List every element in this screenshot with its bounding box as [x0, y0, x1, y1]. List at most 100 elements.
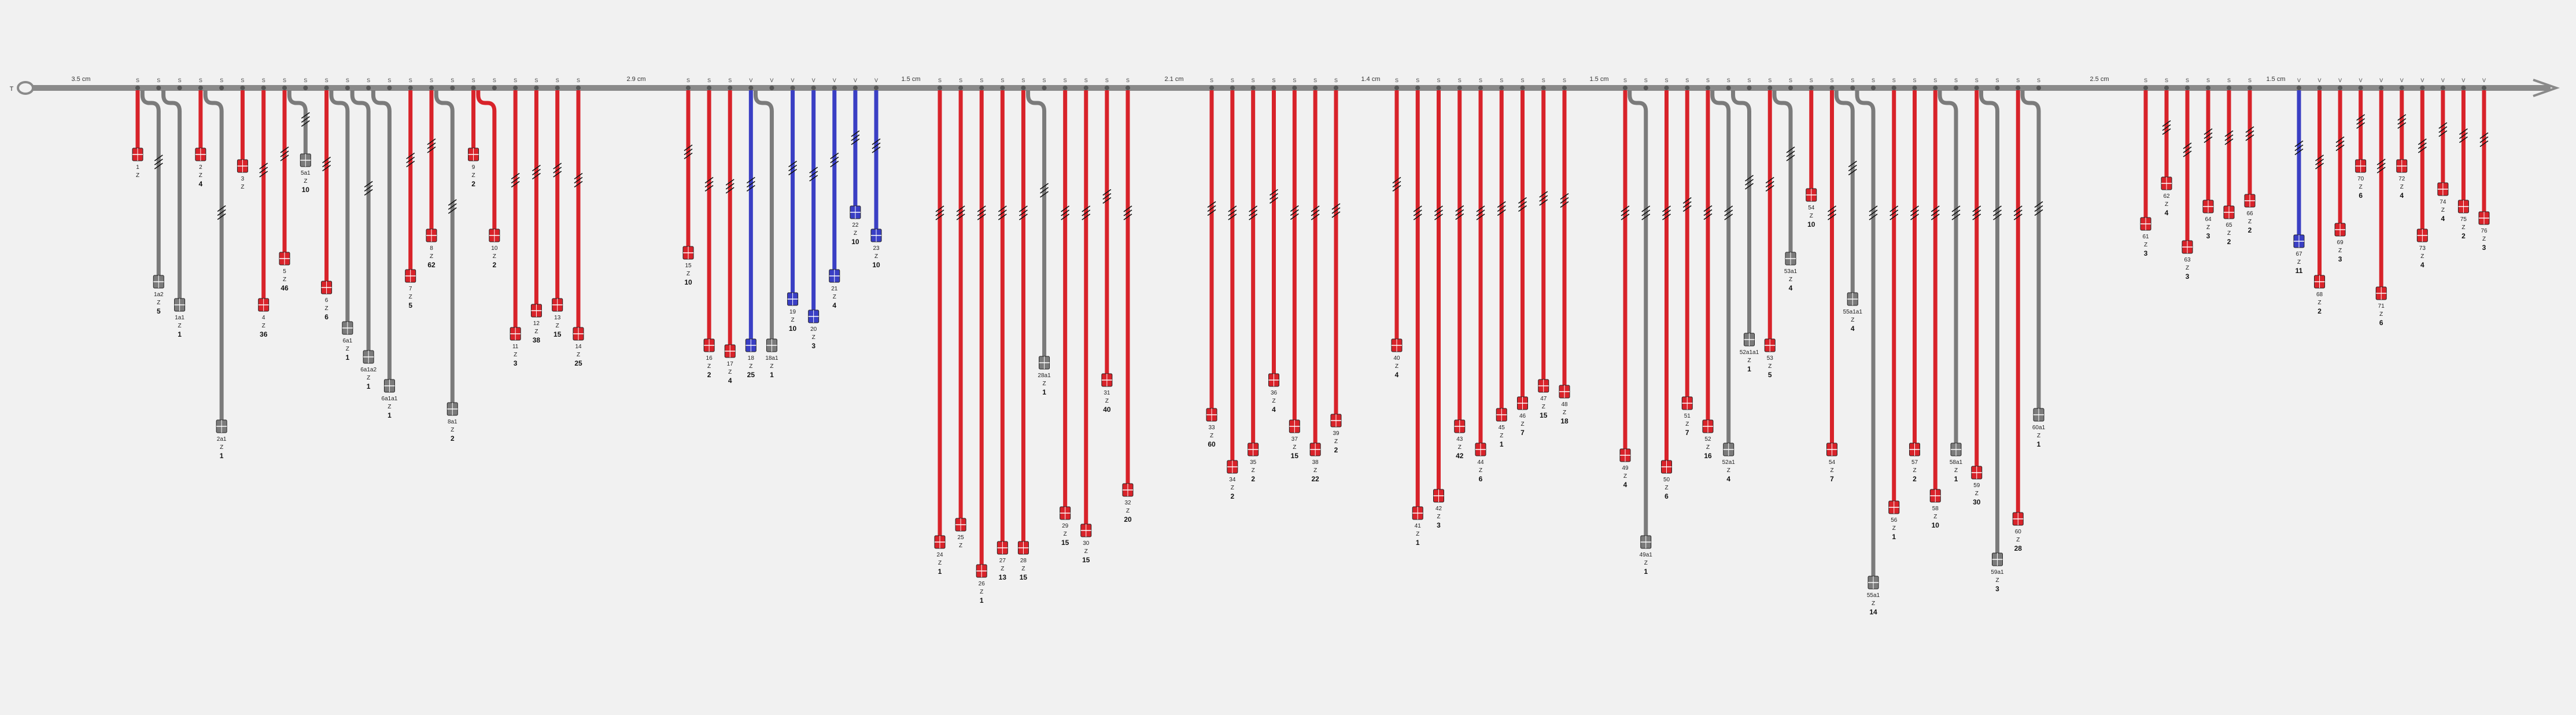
- connector-red[interactable]: [405, 269, 416, 283]
- connector-red[interactable]: [1888, 500, 1900, 514]
- connector-red[interactable]: [2437, 182, 2449, 196]
- connector-gray[interactable]: [1744, 333, 1755, 347]
- wire-gray[interactable]: [161, 90, 182, 301]
- connector-gray[interactable]: [1868, 576, 1879, 589]
- connector-red[interactable]: [1206, 408, 1217, 422]
- connector-blue[interactable]: [850, 205, 861, 219]
- connector-gray[interactable]: [342, 321, 353, 335]
- connector-red[interactable]: [1559, 385, 1570, 399]
- wire-gray[interactable]: [1855, 90, 1876, 578]
- connector-red[interactable]: [1826, 443, 1837, 456]
- connector-blue[interactable]: [787, 292, 799, 306]
- wire-gray[interactable]: [287, 90, 308, 156]
- connector-red[interactable]: [426, 228, 437, 242]
- connector-red[interactable]: [2416, 228, 2428, 242]
- connector-red[interactable]: [279, 252, 290, 266]
- connector-red[interactable]: [2457, 200, 2469, 213]
- connector-red[interactable]: [1101, 373, 1113, 387]
- connector-red[interactable]: [955, 518, 966, 532]
- connector-gray[interactable]: [1640, 535, 1652, 549]
- wire-gray[interactable]: [140, 90, 161, 278]
- connector-gray[interactable]: [153, 275, 164, 289]
- connector-red[interactable]: [2161, 176, 2172, 190]
- connector-gray[interactable]: [383, 379, 395, 393]
- connector-red[interactable]: [724, 344, 736, 358]
- wire-gray[interactable]: [1026, 90, 1047, 359]
- connector-red[interactable]: [195, 148, 206, 161]
- connector-red[interactable]: [1248, 443, 1259, 456]
- connector-red[interactable]: [2140, 217, 2151, 231]
- connector-red[interactable]: [1412, 506, 1423, 520]
- connector-gray[interactable]: [1950, 443, 1962, 456]
- connector-red[interactable]: [934, 535, 946, 549]
- connector-red[interactable]: [1929, 489, 1941, 503]
- connector-red[interactable]: [1080, 524, 1092, 537]
- connector-gray[interactable]: [174, 298, 186, 312]
- connector-red[interactable]: [2396, 159, 2408, 173]
- connector-red[interactable]: [2012, 512, 2024, 526]
- connector-red[interactable]: [1538, 379, 1549, 393]
- connector-gray[interactable]: [363, 350, 374, 364]
- wire-gray[interactable]: [1772, 90, 1793, 255]
- connector-gray[interactable]: [300, 153, 311, 167]
- connector-gray[interactable]: [1992, 552, 2003, 566]
- connector-red[interactable]: [1806, 188, 1817, 202]
- connector-red[interactable]: [2334, 223, 2346, 237]
- connector-red[interactable]: [2478, 211, 2490, 225]
- wire-gray[interactable]: [434, 90, 455, 405]
- connector-red[interactable]: [682, 246, 694, 260]
- connector-red[interactable]: [1702, 419, 1714, 433]
- connector-red[interactable]: [2223, 205, 2235, 219]
- connector-red[interactable]: [1433, 489, 1444, 503]
- connector-red[interactable]: [1454, 419, 1466, 433]
- connector-red[interactable]: [2355, 159, 2367, 173]
- wire-gray[interactable]: [350, 90, 371, 353]
- wire-gray[interactable]: [329, 90, 350, 324]
- connector-red[interactable]: [237, 159, 248, 173]
- connector-red[interactable]: [2244, 194, 2256, 208]
- connector-red[interactable]: [1517, 396, 1528, 410]
- connector-red[interactable]: [1475, 443, 1486, 456]
- connector-red[interactable]: [1971, 466, 1983, 480]
- wire-gray[interactable]: [203, 90, 224, 422]
- connector-blue[interactable]: [870, 228, 882, 242]
- wire-gray[interactable]: [1834, 90, 1855, 295]
- connector-gray[interactable]: [216, 419, 227, 433]
- connector-red[interactable]: [2182, 240, 2193, 254]
- wire-gray[interactable]: [1627, 90, 1648, 538]
- connector-blue[interactable]: [2293, 234, 2305, 248]
- wire-gray[interactable]: [2020, 90, 2041, 411]
- wire-red[interactable]: [476, 90, 497, 231]
- connector-red[interactable]: [573, 327, 584, 341]
- connector-gray[interactable]: [1039, 356, 1050, 370]
- connector-red[interactable]: [132, 148, 143, 161]
- connector-gray[interactable]: [766, 338, 777, 352]
- connector-red[interactable]: [1661, 460, 1672, 474]
- wire-gray[interactable]: [1731, 90, 1751, 336]
- connector-red[interactable]: [258, 298, 270, 312]
- connector-red[interactable]: [1764, 338, 1776, 352]
- connector-red[interactable]: [1309, 443, 1321, 456]
- connector-red[interactable]: [321, 281, 333, 294]
- connector-red[interactable]: [2375, 286, 2387, 300]
- connector-gray[interactable]: [2033, 408, 2044, 422]
- connector-red[interactable]: [1268, 373, 1279, 387]
- connector-red[interactable]: [1496, 408, 1507, 422]
- connector-red[interactable]: [1330, 414, 1342, 427]
- wire-gray[interactable]: [1710, 90, 1731, 445]
- wire-gray[interactable]: [371, 90, 392, 382]
- connector-red[interactable]: [1909, 443, 1920, 456]
- connector-red[interactable]: [530, 304, 542, 318]
- connector-red[interactable]: [1619, 448, 1631, 462]
- connector-red[interactable]: [997, 541, 1008, 555]
- connector-red[interactable]: [703, 338, 715, 352]
- connector-red[interactable]: [2202, 200, 2214, 213]
- connector-red[interactable]: [489, 228, 500, 242]
- connector-gray[interactable]: [446, 402, 458, 416]
- connector-red[interactable]: [468, 148, 479, 161]
- connector-red[interactable]: [1017, 541, 1029, 555]
- connector-blue[interactable]: [745, 338, 756, 352]
- connector-gray[interactable]: [1847, 292, 1858, 306]
- connector-red[interactable]: [1122, 483, 1134, 497]
- connector-red[interactable]: [1391, 338, 1403, 352]
